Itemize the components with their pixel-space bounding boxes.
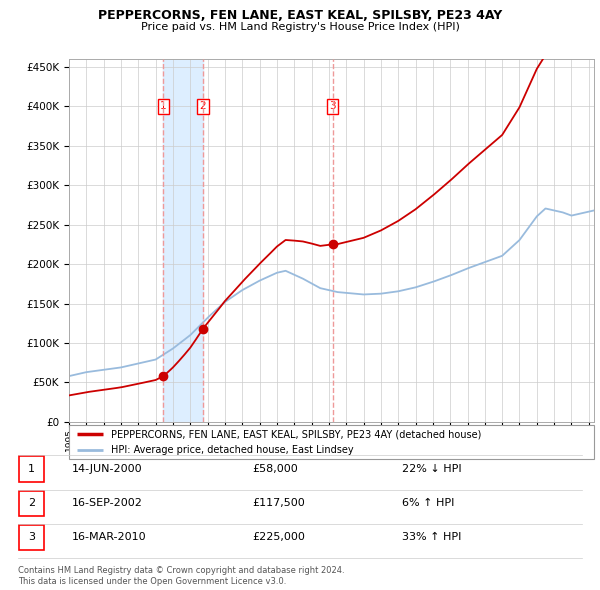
Text: 16-SEP-2002: 16-SEP-2002 <box>72 499 143 508</box>
Text: 14-JUN-2000: 14-JUN-2000 <box>72 464 143 474</box>
Text: Contains HM Land Registry data © Crown copyright and database right 2024.: Contains HM Land Registry data © Crown c… <box>18 566 344 575</box>
Text: 33% ↑ HPI: 33% ↑ HPI <box>402 533 461 542</box>
Text: 2: 2 <box>199 101 206 111</box>
Text: 1: 1 <box>28 464 35 474</box>
Text: PEPPERCORNS, FEN LANE, EAST KEAL, SPILSBY, PE23 4AY: PEPPERCORNS, FEN LANE, EAST KEAL, SPILSB… <box>98 9 502 22</box>
Text: 3: 3 <box>329 101 336 111</box>
Text: £117,500: £117,500 <box>252 499 305 508</box>
Bar <box>163 59 203 422</box>
Text: HPI: Average price, detached house, East Lindsey: HPI: Average price, detached house, East… <box>111 445 353 455</box>
Text: This data is licensed under the Open Government Licence v3.0.: This data is licensed under the Open Gov… <box>18 577 286 586</box>
Text: 6% ↑ HPI: 6% ↑ HPI <box>402 499 454 508</box>
Text: 22% ↓ HPI: 22% ↓ HPI <box>402 464 461 474</box>
Text: 1: 1 <box>160 101 167 111</box>
Text: 2: 2 <box>28 499 35 508</box>
Text: 3: 3 <box>28 533 35 542</box>
Text: Price paid vs. HM Land Registry's House Price Index (HPI): Price paid vs. HM Land Registry's House … <box>140 22 460 32</box>
Text: PEPPERCORNS, FEN LANE, EAST KEAL, SPILSBY, PE23 4AY (detached house): PEPPERCORNS, FEN LANE, EAST KEAL, SPILSB… <box>111 429 481 439</box>
Text: £58,000: £58,000 <box>252 464 298 474</box>
Text: 16-MAR-2010: 16-MAR-2010 <box>72 533 146 542</box>
Text: £225,000: £225,000 <box>252 533 305 542</box>
